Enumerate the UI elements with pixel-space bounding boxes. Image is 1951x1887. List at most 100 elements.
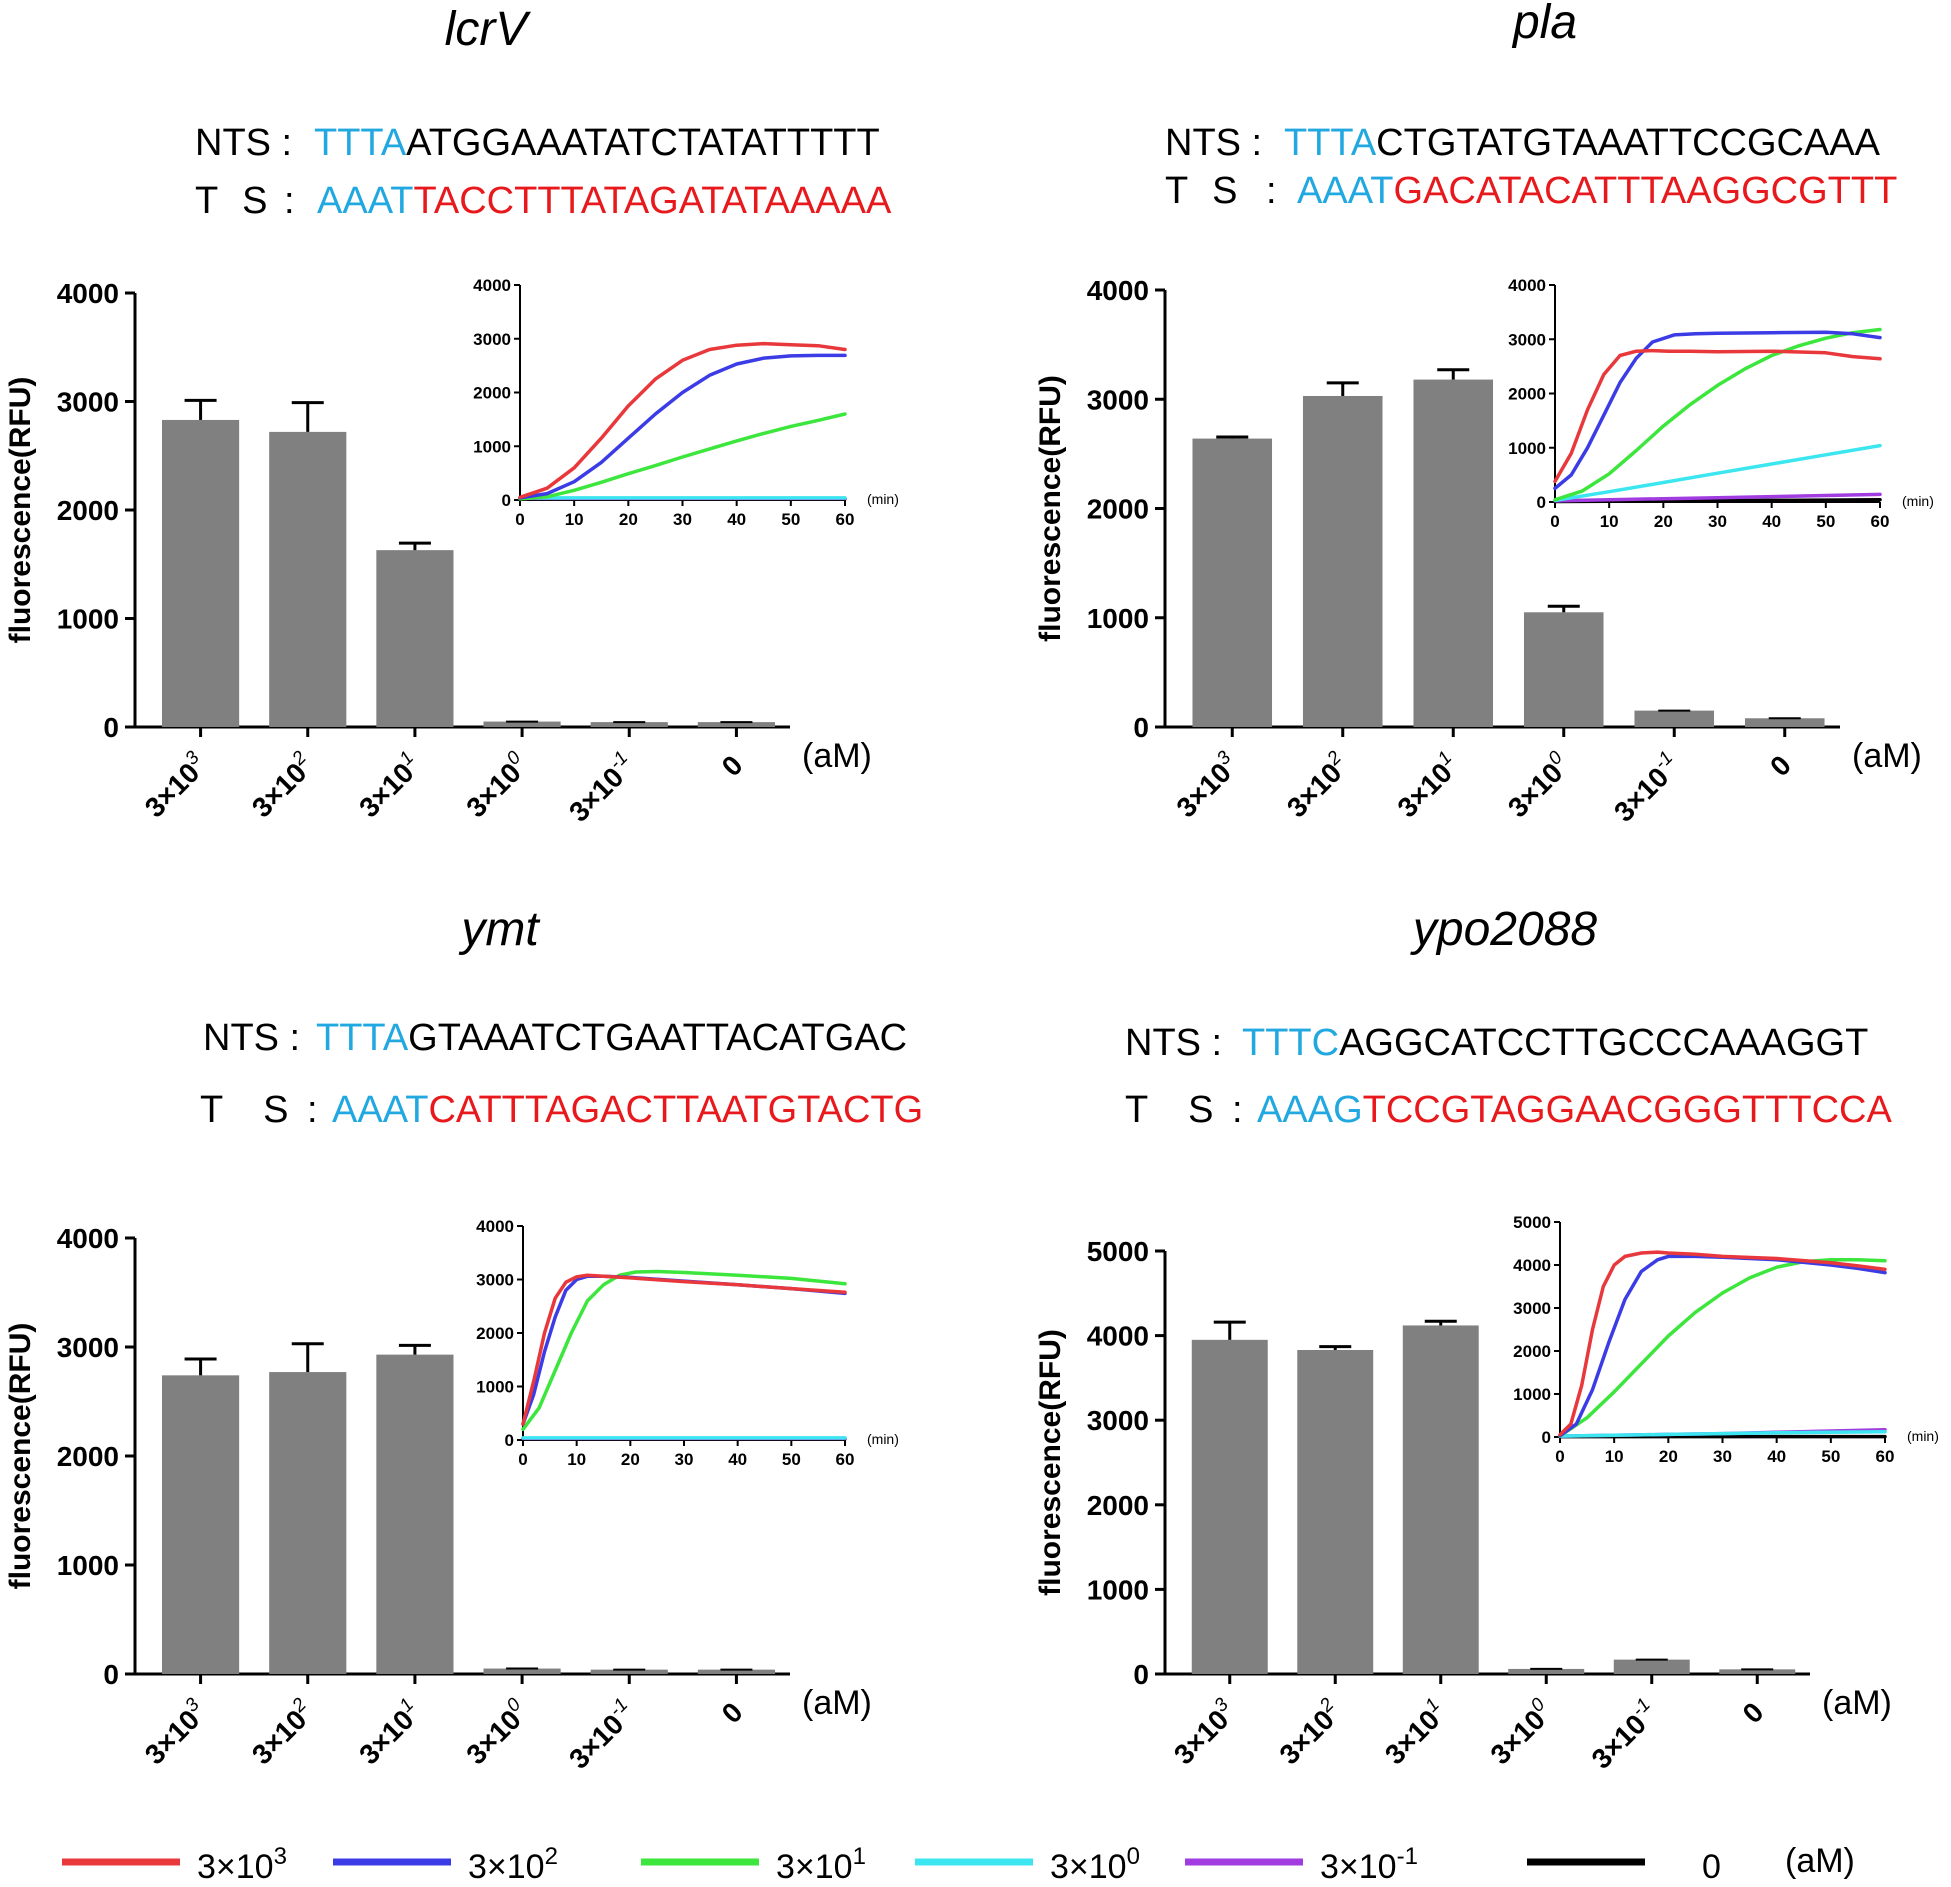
y-axis-label: fluorescence(RFU) (1034, 375, 1067, 642)
category-label: 3×103 (1168, 747, 1244, 823)
ts-label-t: T (200, 1089, 223, 1131)
inset-x-unit-label: (min) (1902, 493, 1934, 509)
nts-sequence: ATGGAAATATCTATATTTTT (406, 122, 880, 164)
inset-series-line (1558, 1430, 1887, 1438)
inset-x-tick-label: 60 (836, 510, 855, 529)
category-label: 3×100 (458, 1694, 534, 1770)
ts-sequence-row: T S : AAATTACCTTTATAGATATAAAAA (195, 180, 892, 222)
y-tick-label: 0 (103, 712, 119, 743)
inset-series-line (1558, 1250, 1887, 1437)
bar (590, 1669, 668, 1674)
inset-y-tick-label: 3000 (1508, 330, 1546, 349)
y-tick-label: 4000 (57, 1223, 119, 1254)
panel-title: pla (1511, 0, 1577, 49)
y-tick-label: 4000 (57, 278, 119, 309)
inset-y-tick-label: 2000 (1513, 1342, 1551, 1361)
ts-label-t: T (1165, 170, 1188, 212)
ts-label-colon: : (1266, 170, 1277, 212)
y-tick-label: 1000 (57, 604, 119, 635)
inset-series-line (1553, 348, 1882, 484)
nts-sequence-row: NTS : TTTAGTAAATCTGAATTACATGAC (203, 1017, 907, 1059)
ts-label-colon: : (307, 1089, 318, 1131)
bar (1744, 718, 1825, 727)
legend-unit-label: (aM) (1785, 1842, 1855, 1880)
ts-sequence: CATTTAGACTTAATGTACTG (428, 1089, 923, 1131)
panel-title: ymt (458, 903, 540, 956)
inset-x-tick-label: 0 (1555, 1447, 1564, 1466)
inset-x-tick-label: 50 (781, 510, 800, 529)
nts-sequence-row: NTS : TTTAATGGAAATATCTATATTTTT (195, 122, 880, 164)
y-tick-label: 5000 (1087, 1236, 1149, 1267)
category-label: 3×101 (1389, 747, 1465, 823)
inset-x-tick-label: 30 (675, 1450, 694, 1469)
inset-x-tick-label: 0 (515, 510, 524, 529)
category-label: 3×100 (1500, 747, 1576, 823)
inset-y-tick-label: 4000 (1508, 276, 1546, 295)
nts-label: NTS : (195, 122, 292, 164)
inset-y-tick-label: 3000 (476, 1271, 514, 1290)
y-axis-label: fluorescence(RFU) (4, 1323, 37, 1590)
inset-series-line (1553, 443, 1882, 503)
inset-y-tick-label: 1000 (1508, 439, 1546, 458)
y-tick-label: 3000 (1087, 1405, 1149, 1436)
ts-label-colon: : (1232, 1089, 1243, 1131)
ts-sequence-row: T S : AAAGTCCGTAGGAACGGGTTTCCA (1125, 1089, 1892, 1131)
nts-label: NTS : (203, 1017, 300, 1059)
ts-pam: AAAT (332, 1089, 428, 1131)
inset-y-tick-label: 4000 (473, 276, 511, 295)
ts-sequence: TCCGTAGGAACGGGTTTCCA (1363, 1089, 1893, 1131)
inset-x-tick-label: 20 (621, 1450, 640, 1469)
legend-label-exponent: 1 (853, 1843, 866, 1870)
y-tick-label: 2000 (1087, 1490, 1149, 1521)
y-tick-label: 4000 (1087, 275, 1149, 306)
category-label: 3×101 (351, 1694, 427, 1770)
legend-label-exponent: 3 (274, 1843, 287, 1870)
legend-label-base: 3×10 (776, 1848, 853, 1886)
inset-y-tick-label: 0 (502, 491, 511, 510)
bar (1192, 438, 1273, 727)
ts-label-s: S (1188, 1089, 1213, 1131)
category-label: 3×10-1 (1583, 1694, 1664, 1775)
inset-x-tick-label: 60 (1871, 512, 1890, 531)
inset-series-line (518, 341, 847, 500)
nts-sequence: CTGTATGTAAATTCCGCAAA (1376, 122, 1881, 164)
ts-label-t: T (195, 180, 218, 222)
nts-pam: TTTC (1242, 1022, 1339, 1064)
y-tick-label: 2000 (57, 1441, 119, 1472)
inset-series-line (1558, 1254, 1887, 1438)
nts-sequence: GTAAATCTGAATTACATGAC (408, 1017, 907, 1059)
category-label: 3×103 (137, 747, 213, 823)
inset-x-tick-label: 30 (1708, 512, 1727, 531)
ts-pam: AAAT (1297, 170, 1393, 212)
inset-x-tick-label: 0 (1550, 512, 1559, 531)
inset-y-tick-label: 1000 (473, 437, 511, 456)
legend-label: 3×101 (776, 1843, 866, 1886)
category-label: 3×101 (1377, 1694, 1453, 1770)
inset-line-chart-ypo2088: 0 1000 2000 3000 4000 5000 0 10 20 30 40 50 60 (min) (1513, 1213, 1939, 1466)
category-label: 0 (716, 749, 749, 782)
bar-chart-pla: 0 1000 2000 3000 4000 fluorescence(RFU) 3×103 3… (1034, 275, 1922, 828)
inset-y-tick-label: 1000 (476, 1378, 514, 1397)
inset-y-tick-label: 1000 (1513, 1385, 1551, 1404)
bar (1613, 1659, 1690, 1674)
legend-label: 3×10-1 (1320, 1843, 1418, 1886)
bar (1402, 1325, 1479, 1674)
legend-label-base: 3×10 (197, 1848, 274, 1886)
bar (269, 431, 347, 727)
inset-x-tick-label: 20 (1654, 512, 1673, 531)
ts-pam: AAAG (1257, 1089, 1363, 1131)
y-tick-label: 0 (1133, 712, 1149, 743)
nts-sequence: AGGCATCCTTGCCCAAAGGT (1339, 1022, 1868, 1064)
y-tick-label: 3000 (57, 387, 119, 418)
y-tick-label: 3000 (1087, 384, 1149, 415)
inset-series-line (1553, 492, 1882, 503)
inset-x-tick-label: 0 (518, 1450, 527, 1469)
inset-series-line (521, 1274, 847, 1426)
inset-x-tick-label: 50 (1816, 512, 1835, 531)
category-label: 3×102 (244, 747, 320, 823)
inset-x-tick-label: 60 (836, 1450, 855, 1469)
bar (697, 1669, 775, 1674)
category-label: 3×100 (458, 747, 534, 823)
inset-y-tick-label: 2000 (1508, 385, 1546, 404)
